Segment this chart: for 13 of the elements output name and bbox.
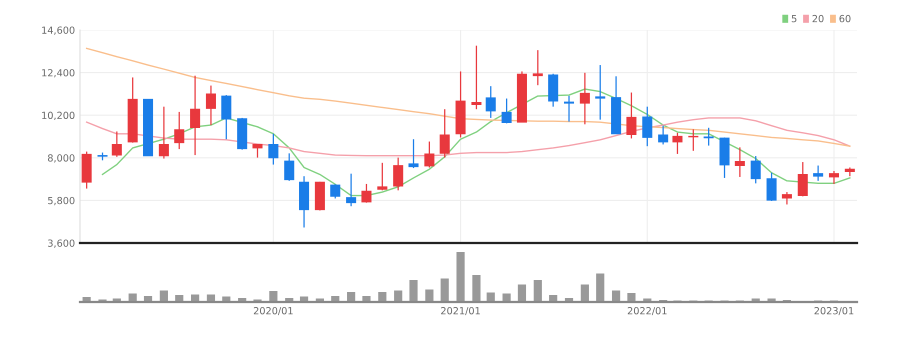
legend-label: 20 <box>812 14 824 22</box>
x-tick-label: 2021/01 <box>441 307 480 316</box>
y-tick-label: 12,400 <box>42 69 74 78</box>
y-tick-label: 5,800 <box>48 196 74 206</box>
x-tick-label: 2020/01 <box>254 307 293 316</box>
y-tick-label: 8,000 <box>48 154 74 163</box>
y-tick-label: 10,200 <box>42 112 74 120</box>
y-tick-label: 14,600 <box>42 26 74 35</box>
y-tick-label: 3,600 <box>48 239 74 248</box>
x-tick-label: 2022/01 <box>628 307 667 316</box>
legend-label: 5 <box>792 15 796 22</box>
legend-label: 60 <box>839 14 851 22</box>
x-tick-label: 2023/01 <box>814 307 854 316</box>
